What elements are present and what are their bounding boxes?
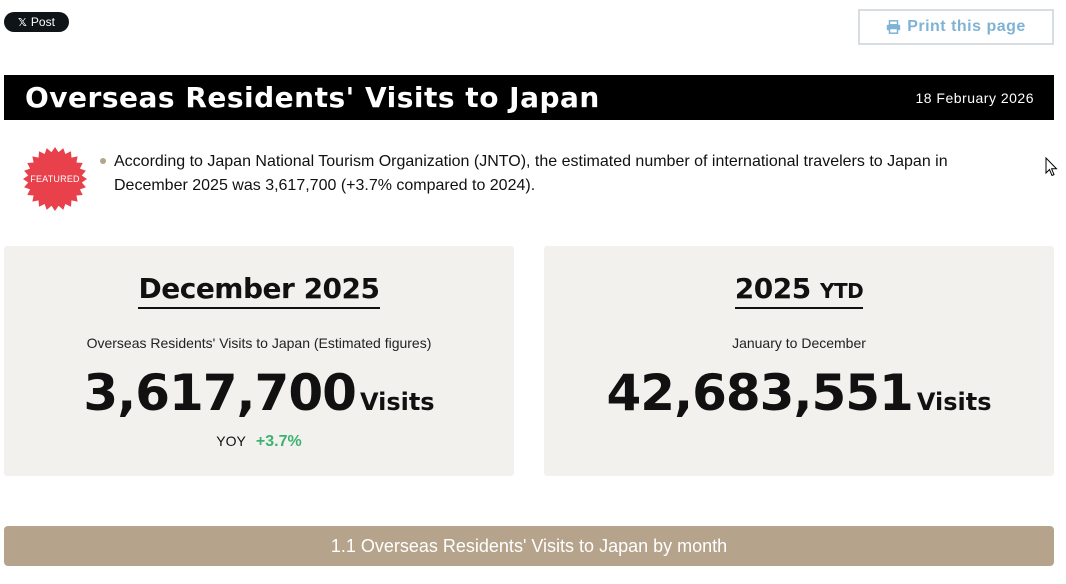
x-logo-icon: 𝕏 [18,16,27,29]
monthly-visits-unit: Visits [359,388,435,416]
print-label: Print this page [907,18,1026,35]
starburst-icon [23,147,87,211]
ytd-visits-value: 42,683,551 [606,364,914,422]
monthly-heading: December 2025 [138,272,380,309]
x-post-button[interactable]: 𝕏 Post [4,12,69,32]
page-title: Overseas Residents' Visits to Japan [25,81,600,114]
featured-badge: FEATURED [22,146,88,212]
mouse-cursor-icon [1045,157,1058,177]
print-button[interactable]: Print this page [858,9,1054,45]
printer-icon [886,20,901,34]
bullet-icon [100,158,106,164]
notice-text: According to Japan National Tourism Orga… [114,153,948,194]
section-label: 1.1 Overseas Residents' Visits to Japan … [330,535,728,556]
monthly-subtitle: Overseas Residents' Visits to Japan (Est… [86,335,432,351]
section-accordion-monthly[interactable]: 1.1 Overseas Residents' Visits to Japan … [4,526,1054,566]
x-post-label: Post [30,15,55,29]
ytd-heading-suffix: YTD [819,279,864,303]
ytd-subtitle: January to December [732,335,866,351]
yoy-label: YOY [216,433,246,449]
publish-date: 18 February 2026 [915,89,1034,106]
monthly-visits-value: 3,617,700 [83,364,357,422]
monthly-visits-card: December 2025 Overseas Residents' Visits… [4,246,514,476]
ytd-heading: 2025 [734,272,811,305]
ytd-visits-card: 2025 YTD January to December 42,683,551 V… [544,246,1054,476]
page-header: Overseas Residents' Visits to Japan 18 F… [4,75,1054,120]
featured-label: FEATURED [30,174,80,184]
ytd-heading-wrap: 2025 YTD [734,272,864,309]
yoy-value: +3.7% [255,433,302,450]
ytd-visits-unit: Visits [916,388,992,416]
